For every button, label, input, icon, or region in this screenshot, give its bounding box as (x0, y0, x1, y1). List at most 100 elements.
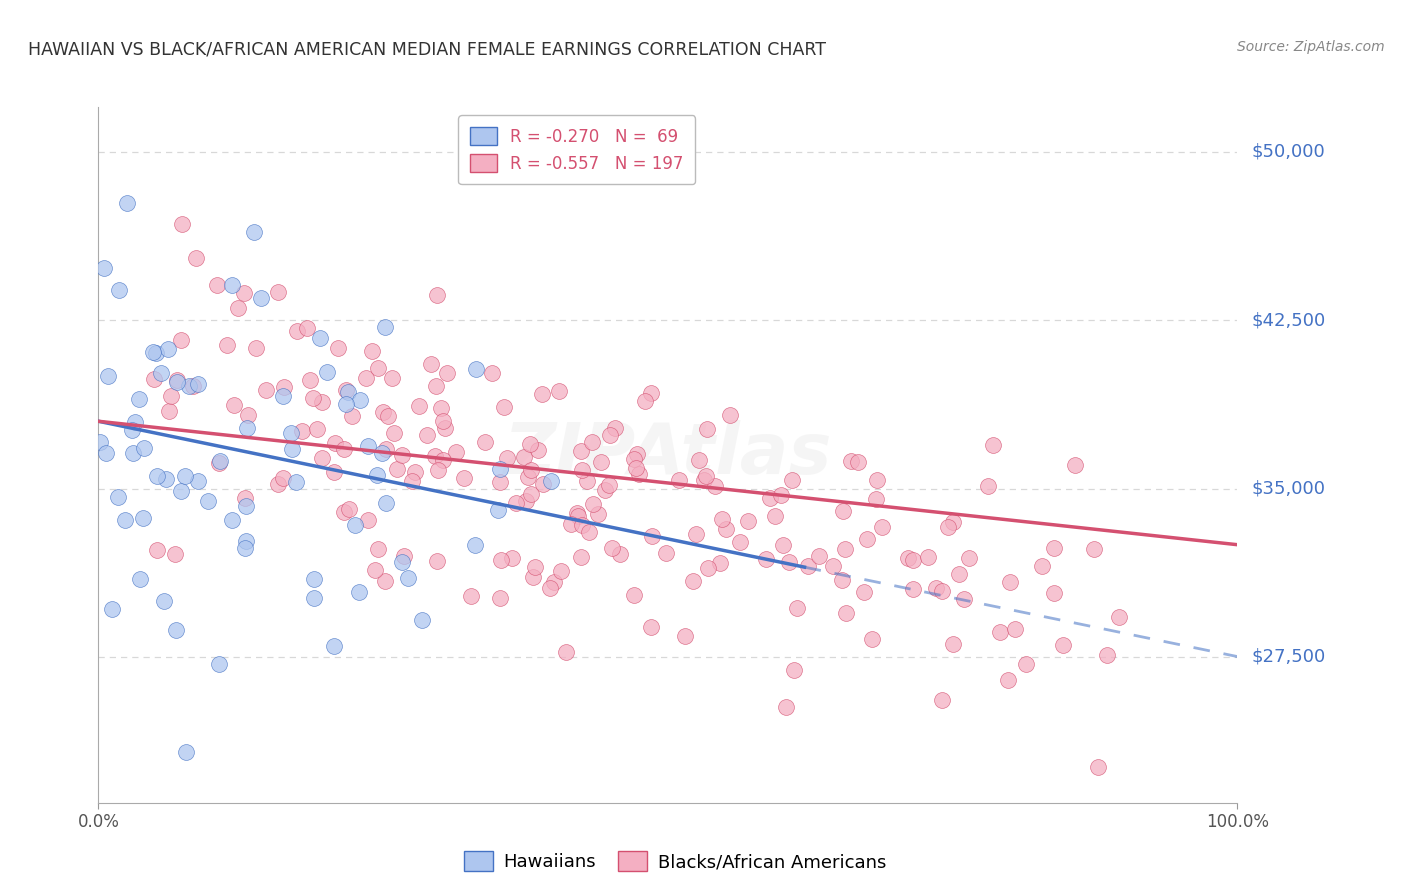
Point (377, 409, 399, 423)
Point (114, 513, 136, 527)
Point (1015, 657, 1038, 672)
Point (391, 555, 413, 569)
Point (408, 399, 430, 413)
Point (673, 629, 696, 643)
Point (600, 541, 623, 555)
Point (323, 465, 346, 479)
Point (183, 378, 205, 392)
Point (153, 594, 176, 608)
Point (374, 320, 396, 334)
Point (146, 469, 169, 483)
Point (589, 454, 612, 468)
Point (134, 441, 156, 455)
Point (197, 494, 219, 508)
Point (997, 673, 1019, 687)
Point (530, 387, 553, 401)
Point (273, 471, 295, 485)
Point (233, 491, 256, 506)
Point (623, 588, 645, 602)
Point (581, 497, 603, 511)
Point (291, 424, 314, 438)
Point (122, 446, 145, 460)
Point (340, 409, 363, 423)
Point (505, 496, 527, 510)
Point (391, 448, 413, 462)
Point (593, 483, 616, 498)
Point (170, 484, 193, 499)
Point (155, 472, 177, 486)
Point (569, 549, 592, 564)
Text: $42,500: $42,500 (1251, 311, 1326, 329)
Point (326, 342, 349, 356)
Point (233, 286, 256, 301)
Point (1042, 586, 1064, 600)
Point (364, 563, 387, 577)
Point (856, 532, 879, 546)
Point (250, 291, 273, 305)
Point (865, 492, 887, 507)
Point (953, 591, 976, 606)
Point (169, 334, 191, 348)
Point (433, 420, 456, 434)
Text: $27,500: $27,500 (1251, 648, 1326, 666)
Point (623, 451, 645, 466)
Point (267, 477, 290, 491)
Point (97, 369, 120, 384)
Point (311, 394, 333, 409)
Point (101, 602, 124, 616)
Point (626, 447, 648, 461)
Point (711, 512, 734, 526)
Point (495, 450, 517, 465)
Point (339, 502, 361, 516)
Point (366, 467, 388, 482)
Point (897, 550, 920, 565)
Point (354, 370, 377, 384)
Point (93, 260, 115, 275)
Point (835, 607, 858, 621)
Point (284, 475, 307, 489)
Point (336, 385, 359, 400)
Point (132, 511, 155, 525)
Point (273, 380, 295, 394)
Point (489, 553, 512, 567)
Point (808, 549, 831, 563)
Point (371, 446, 394, 460)
Point (166, 373, 188, 387)
Point (280, 425, 302, 440)
Point (124, 415, 146, 429)
Point (489, 591, 512, 606)
Text: Source: ZipAtlas.com: Source: ZipAtlas.com (1237, 40, 1385, 54)
Text: $50,000: $50,000 (1251, 143, 1324, 161)
Point (311, 451, 333, 466)
Legend: Hawaiians, Blacks/African Americans: Hawaiians, Blacks/African Americans (457, 844, 893, 879)
Point (517, 470, 540, 484)
Point (704, 479, 727, 493)
Point (728, 534, 751, 549)
Point (834, 541, 856, 556)
Point (460, 590, 482, 604)
Point (626, 461, 648, 475)
Point (145, 346, 167, 360)
Point (520, 463, 543, 477)
Point (392, 549, 415, 563)
Point (464, 361, 486, 376)
Point (209, 454, 232, 468)
Point (150, 366, 173, 380)
Point (174, 745, 197, 759)
Point (598, 478, 620, 492)
Point (522, 570, 544, 584)
Point (323, 639, 346, 653)
Point (688, 453, 710, 467)
Point (297, 320, 319, 334)
Point (796, 558, 818, 573)
Point (983, 438, 1005, 452)
Point (846, 455, 869, 469)
Point (233, 541, 256, 556)
Point (605, 421, 627, 435)
Point (737, 514, 759, 528)
Point (430, 401, 453, 415)
Point (128, 573, 150, 587)
Point (560, 517, 582, 532)
Point (401, 474, 423, 488)
Point (977, 479, 1000, 493)
